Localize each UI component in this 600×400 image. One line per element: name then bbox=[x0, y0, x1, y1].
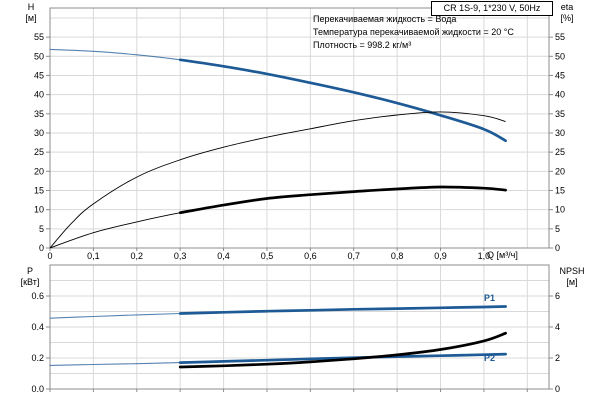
right-axis-tick-label: 0 bbox=[555, 243, 560, 253]
info-pumped-liquid: Перекачиваемая жидкость = Вода bbox=[313, 14, 457, 24]
right-axis-tick-label: 50 bbox=[555, 51, 565, 61]
left-axis-tick-label: 10 bbox=[34, 205, 44, 215]
liquid-info-block: Перекачиваемая жидкость = Вода Температу… bbox=[313, 13, 514, 52]
eta-axis-unit: [%] bbox=[560, 13, 574, 23]
left-axis-tick-label: 55 bbox=[34, 32, 44, 42]
left-axis-tick-label: 50 bbox=[34, 51, 44, 61]
p2-curve-label: P2 bbox=[484, 353, 496, 363]
right-axis-tick-label: 6 bbox=[555, 291, 560, 301]
right-axis-tick-label: 10 bbox=[555, 205, 565, 215]
right-axis-tick-label: 40 bbox=[555, 90, 565, 100]
top-chart-grid bbox=[50, 8, 549, 248]
left-axis-tick-label: 0.6 bbox=[31, 291, 44, 301]
left-axis-tick-label: 40 bbox=[34, 90, 44, 100]
p1-curve-label: P1 bbox=[484, 293, 496, 303]
right-axis-tick-label: 35 bbox=[555, 109, 565, 119]
top-chart: 0 5 10 15 20 25 30 35 40 45 50 55 0 5 10 15 20 25 30 35 40 45… bbox=[34, 7, 565, 261]
h-axis-unit: [м] bbox=[25, 13, 37, 23]
left-axis-tick-label: 5 bbox=[39, 224, 44, 234]
x-axis-tick-label: 0,6 bbox=[304, 251, 317, 261]
x-axis-tick-label: 0,4 bbox=[217, 251, 230, 261]
right-axis-tick-label: 15 bbox=[555, 185, 565, 195]
left-axis-tick-label: 35 bbox=[34, 109, 44, 119]
npsh-axis-unit: [м] bbox=[566, 277, 578, 287]
right-axis-tick-label: 30 bbox=[555, 128, 565, 138]
h-axis-title: H [м] bbox=[18, 2, 44, 24]
right-axis-tick-label: 5 bbox=[555, 224, 560, 234]
right-axis-tick-label: 4 bbox=[555, 322, 560, 332]
right-axis-tick-label: 25 bbox=[555, 147, 565, 157]
x-axis-tick-label: 0,3 bbox=[174, 251, 187, 261]
eta-axis-title: eta [%] bbox=[551, 2, 583, 24]
x-axis-tick-label: 1,0 bbox=[478, 251, 491, 261]
left-axis-tick-label: 15 bbox=[34, 185, 44, 195]
left-axis-tick-label: 0 bbox=[39, 243, 44, 253]
right-axis-tick-label: 2 bbox=[555, 353, 560, 363]
right-axis-tick-label: 0 bbox=[555, 384, 560, 394]
left-axis-tick-label: 0.4 bbox=[31, 322, 44, 332]
npsh-axis-title: NPSH [м] bbox=[550, 266, 594, 288]
info-liquid-temperature: Температура перекачиваемой жидкости = 20… bbox=[313, 27, 514, 37]
pump-designation-box: CR 1S-9, 1*230 V, 50Hz bbox=[431, 1, 553, 16]
bottom-chart-grid bbox=[50, 265, 549, 389]
p-axis-symbol: P bbox=[26, 266, 33, 276]
right-axis-tick-label: 45 bbox=[555, 70, 565, 80]
x-axis-tick-label: 0 bbox=[47, 251, 52, 261]
left-axis-tick-label: 0.0 bbox=[31, 384, 44, 394]
p-axis-unit: [кВт] bbox=[20, 277, 40, 287]
info-density: Плотность = 998.2 кг/м³ bbox=[313, 40, 412, 50]
eta-axis-symbol: eta bbox=[560, 2, 574, 12]
p-axis-title: P [кВт] bbox=[14, 266, 46, 288]
left-axis-tick-label: 30 bbox=[34, 128, 44, 138]
h-axis-symbol: H bbox=[27, 2, 35, 12]
left-axis-tick-label: 45 bbox=[34, 70, 44, 80]
bottom-chart: 0.0 0.2 0.4 0.6 0 2 4 6 bbox=[31, 264, 560, 394]
left-axis-tick-label: 25 bbox=[34, 147, 44, 157]
left-axis-tick-label: 20 bbox=[34, 166, 44, 176]
npsh-axis-symbol: NPSH bbox=[559, 266, 585, 276]
right-axis-tick-label: 20 bbox=[555, 166, 565, 176]
top-chart-border bbox=[49, 7, 550, 249]
series-eta-pump-motor-curve bbox=[178, 185, 507, 215]
x-axis-tick-label: 0,7 bbox=[347, 251, 360, 261]
q-axis-title: Q [м³/ч] bbox=[487, 250, 518, 260]
series-P1-curve bbox=[178, 305, 507, 315]
series-NPSH-curve bbox=[178, 331, 507, 369]
x-axis-tick-label: 0,2 bbox=[131, 251, 144, 261]
x-axis-tick-label: 0,8 bbox=[391, 251, 404, 261]
x-axis-tick-label: 0,1 bbox=[87, 251, 100, 261]
left-axis-tick-label: 0.2 bbox=[31, 353, 44, 363]
x-axis-tick-label: 0,5 bbox=[261, 251, 274, 261]
x-axis-tick-label: 0,9 bbox=[434, 251, 447, 261]
series-eta-curve-thin bbox=[49, 111, 506, 249]
right-axis-tick-label: 55 bbox=[555, 32, 565, 42]
series-H-curve bbox=[178, 58, 507, 143]
